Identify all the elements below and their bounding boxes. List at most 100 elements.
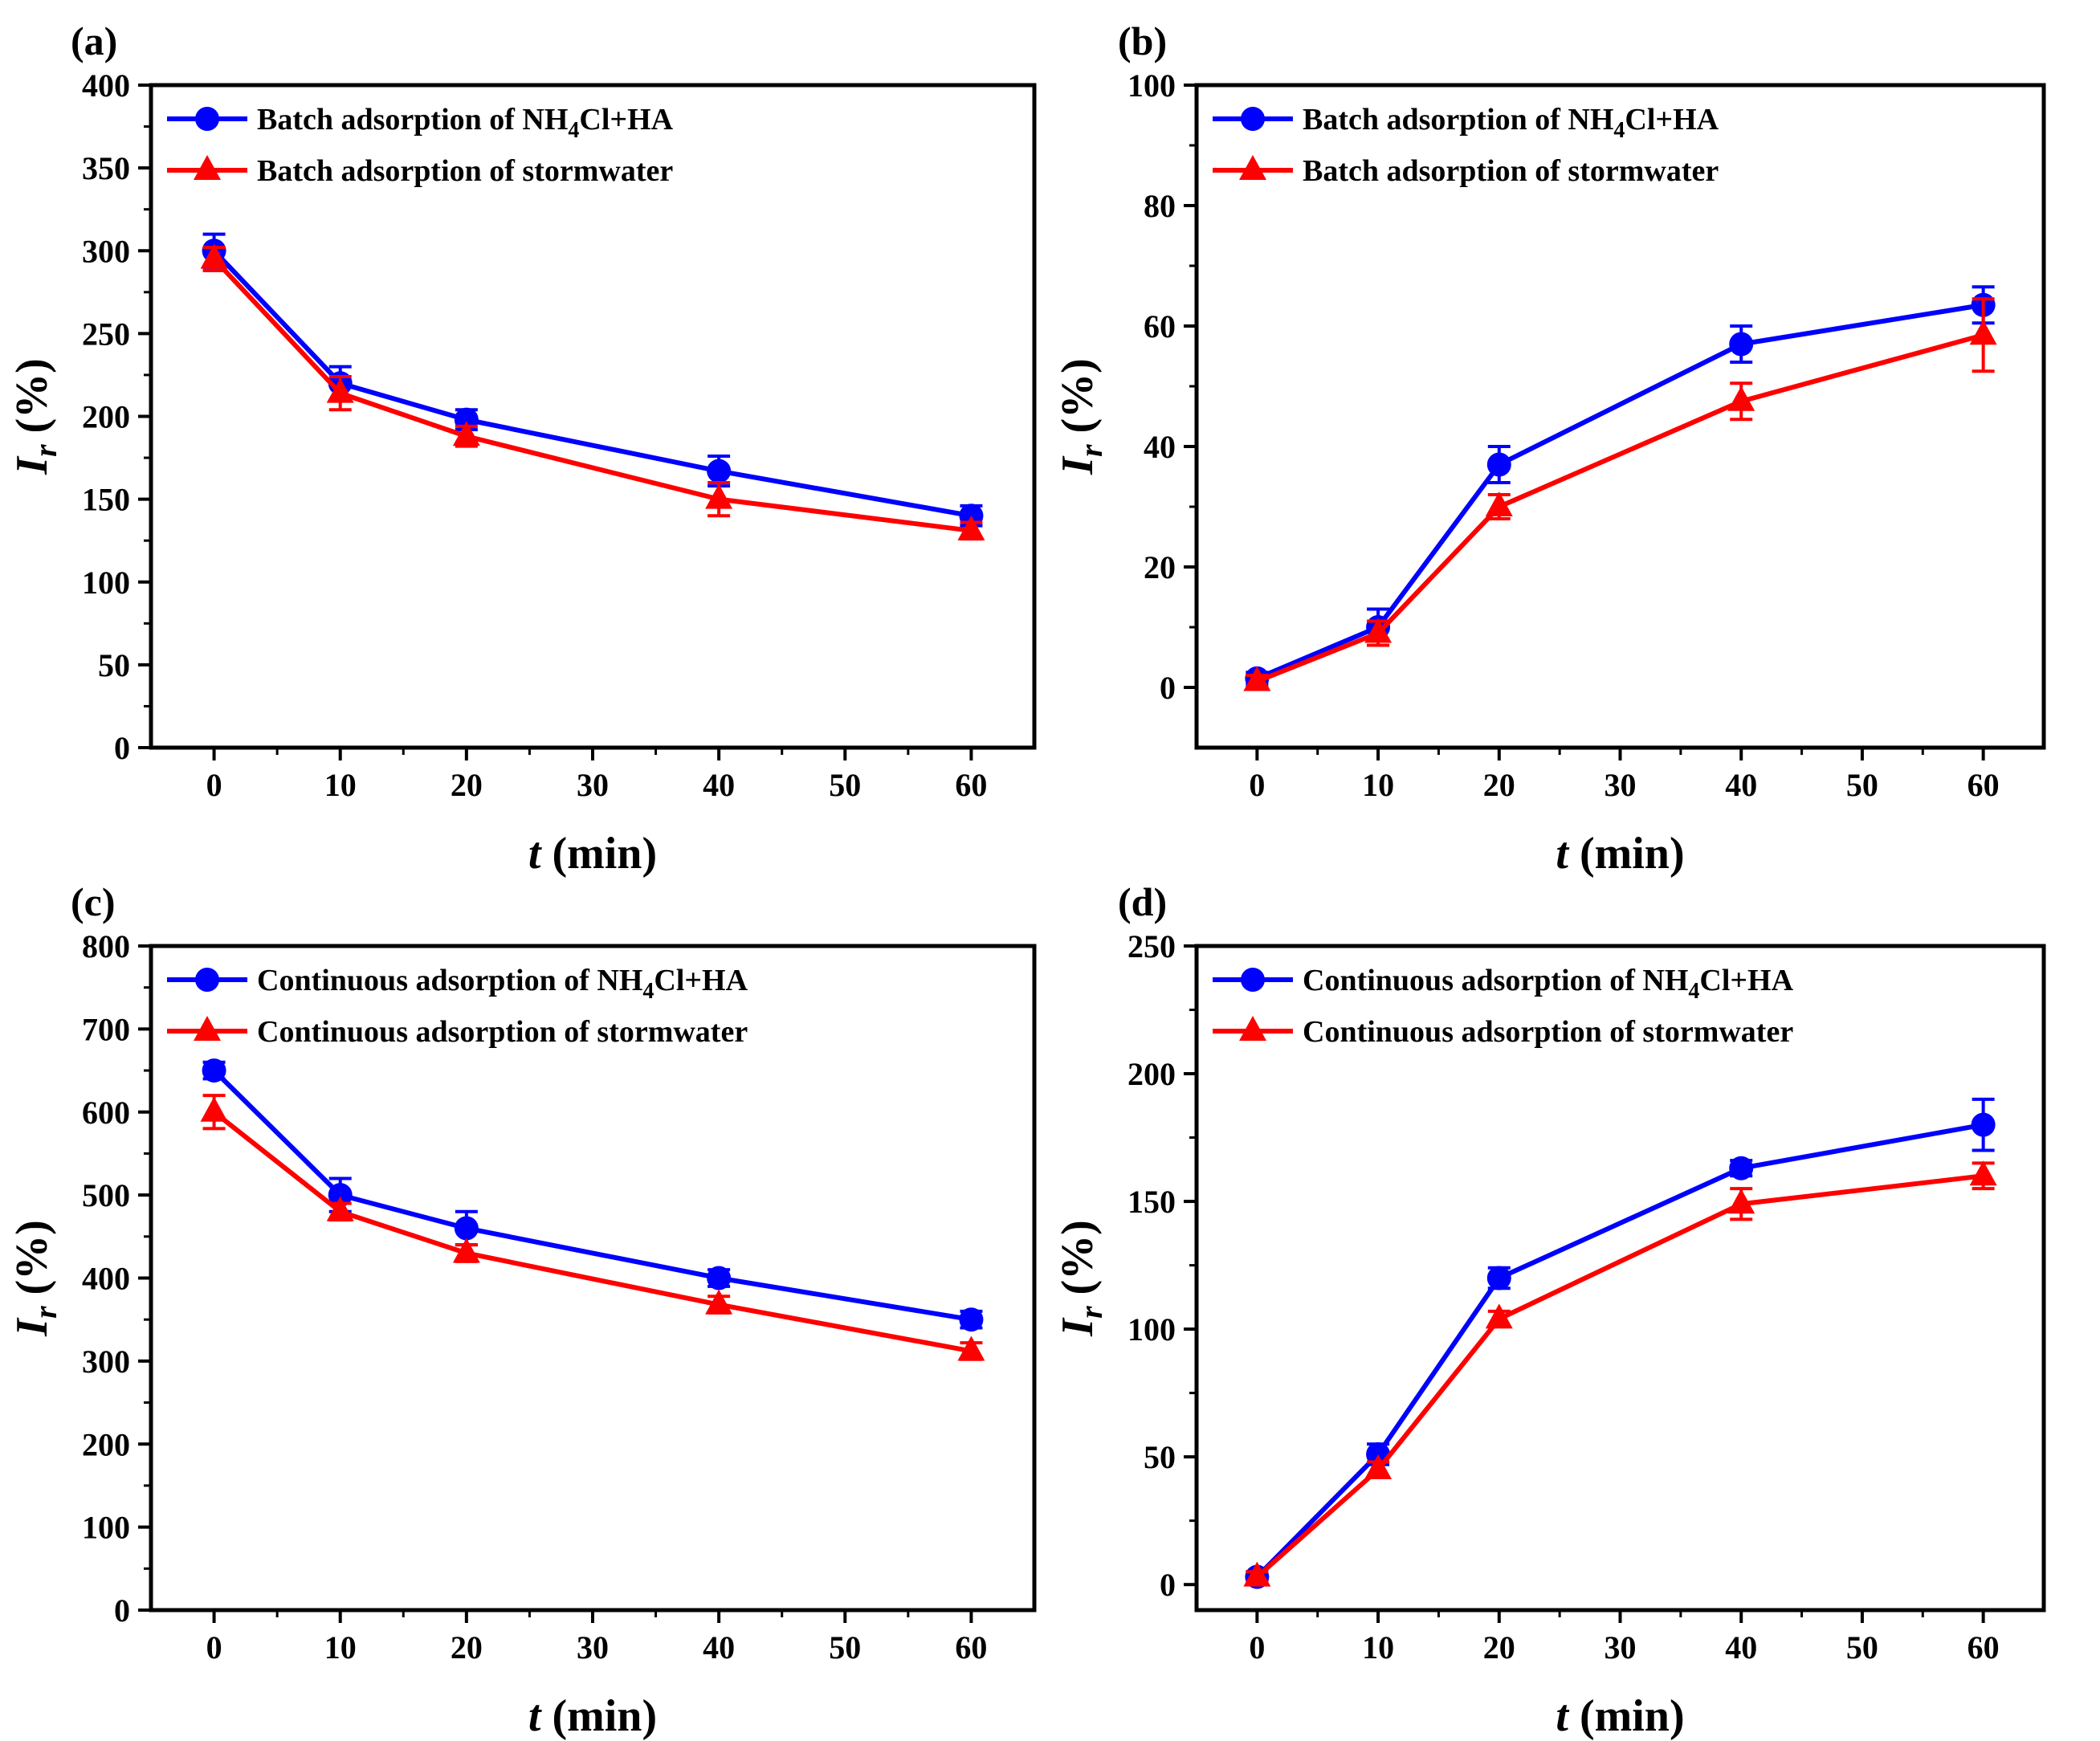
x-axis-title: t (min) [528,1691,657,1741]
x-tick-label: 0 [1249,767,1265,803]
x-tick-label: 10 [1362,1629,1394,1666]
data-point [1243,666,1271,691]
data-point [707,459,732,483]
y-tick-label: 250 [1127,928,1176,964]
y-tick-label: 100 [82,1510,130,1546]
x-axis-var: t [528,1691,542,1741]
y-tick-label: 50 [98,647,130,683]
legend-marker [194,1016,221,1041]
series-2 [1243,1160,1997,1587]
legend-subscript: 4 [1688,979,1699,1004]
legend-text-main: Continuous adsorption of NH [257,964,642,997]
series-line [212,257,972,533]
y-axis-var: I [1053,1317,1103,1337]
x-axis-var: t [1556,1691,1569,1741]
y-tick-label: 300 [82,233,130,269]
x-tick-label: 10 [324,767,357,803]
y-tick-label: 50 [1144,1439,1176,1475]
data-point [326,1196,354,1221]
data-point [705,1289,733,1315]
series-1 [202,1058,984,1332]
x-tick-label: 50 [1846,767,1878,803]
legend-marker [195,968,219,992]
legend-marker [1239,155,1266,180]
x-tick-label: 0 [1249,1629,1265,1666]
y-tick-label: 200 [82,1426,130,1462]
series-line [212,1110,972,1354]
legend-label: Continuous adsorption of NH4Cl+HA [1303,964,1794,1004]
x-tick-label: 20 [1483,767,1515,803]
x-tick-label: 50 [829,767,861,803]
data-point [1243,1561,1271,1587]
y-tick-label: 0 [1160,1567,1176,1603]
legend: Batch adsorption of NH4Cl+HA Batch adsorp… [167,103,674,188]
legend-marker [194,155,221,180]
y-tick-label: 100 [1127,1311,1176,1348]
legend-label: Batch adsorption of stormwater [1303,154,1719,188]
x-tick-label: 10 [324,1629,357,1666]
panel-label: (c) [71,879,116,924]
panel-d: (d) 0 10 20 30 40 50 60 0 50 100 150 200 250 t (min) Ir… [1053,879,2046,1741]
x-tick-label: 40 [1725,767,1757,803]
data-point [707,1266,732,1290]
y-tick-label: 40 [1144,429,1176,465]
legend-text-suffix: Cl+HA [654,964,748,997]
legend-label: Batch adsorption of stormwater [257,154,673,188]
y-tick-label: 20 [1144,549,1176,585]
data-point [1486,452,1511,477]
x-tick-label: 30 [577,1629,609,1666]
x-tick-label: 20 [1483,1629,1515,1666]
x-tick-label: 30 [1605,767,1637,803]
legend-subscript: 4 [1613,118,1625,143]
y-axis-title: Ir (%) [1053,1220,1109,1337]
y-axis-subscript: r [1073,1306,1109,1319]
y-tick-label: 350 [82,150,130,186]
panel-c: (c)0 10 20 30 40 50 60010020030040050060070080… [7,879,1037,1741]
y-axis-title: Ir (%) [7,1220,63,1337]
y-tick-label: 100 [1127,67,1176,104]
y-tick-label: 0 [114,730,130,766]
y-tick-label: 0 [1160,670,1176,706]
x-tick-label: 40 [703,1629,735,1666]
y-tick-label: 400 [82,1261,130,1297]
x-axis-unit: (min) [540,829,657,879]
legend-label: Continuous adsorption of NH4Cl+HA [257,964,748,1004]
legend-label: Batch adsorption of NH4Cl+HA [1303,103,1719,143]
panel-b: (b) 0 10 20 30 40 50 60 0 20 40 60 80 100 t (min) Ir (%… [1053,18,2046,879]
x-tick-label: 20 [451,767,483,803]
data-point [1969,320,1997,345]
data-point [1486,1266,1511,1290]
panel-a: (a) 0 10 20 30 40 50 60 0 50 100 150 200 250 300 350 400… [7,18,1037,879]
legend-marker [1239,1016,1266,1041]
x-axis-var: t [1556,829,1569,879]
y-axis-var: I [7,1317,57,1337]
y-tick-label: 0 [114,1592,130,1629]
legend-label: Batch adsorption of NH4Cl+HA [257,103,674,143]
series-1 [202,232,984,528]
y-axis-subscript: r [1073,444,1109,457]
data-point [1364,618,1393,643]
y-axis-var: I [7,455,57,475]
legend-text-main: Batch adsorption of NH [1303,103,1613,137]
legend-text-main: Continuous adsorption of stormwater [1303,1015,1793,1049]
legend-label: Continuous adsorption of stormwater [257,1015,748,1049]
data-point [1971,1112,1996,1137]
x-tick-label: 20 [451,1629,483,1666]
x-axis-title: t (min) [528,829,657,879]
x-axis-title: t (min) [1556,1691,1684,1741]
legend-text-suffix: Cl+HA [1625,103,1719,137]
data-point [200,243,228,269]
legend-text-suffix: Cl+HA [579,103,673,137]
data-point [1485,491,1513,516]
legend-subscript: 4 [568,118,579,143]
y-axis-subscript: r [27,444,63,457]
y-tick-label: 500 [82,1177,130,1213]
series-2 [200,243,985,541]
series-line [1256,332,1984,684]
y-tick-label: 200 [1127,1056,1176,1092]
x-tick-label: 30 [1605,1629,1637,1666]
x-tick-label: 60 [1967,1629,2000,1666]
y-tick-label: 600 [82,1095,130,1131]
x-axis-title: t (min) [1556,829,1684,879]
